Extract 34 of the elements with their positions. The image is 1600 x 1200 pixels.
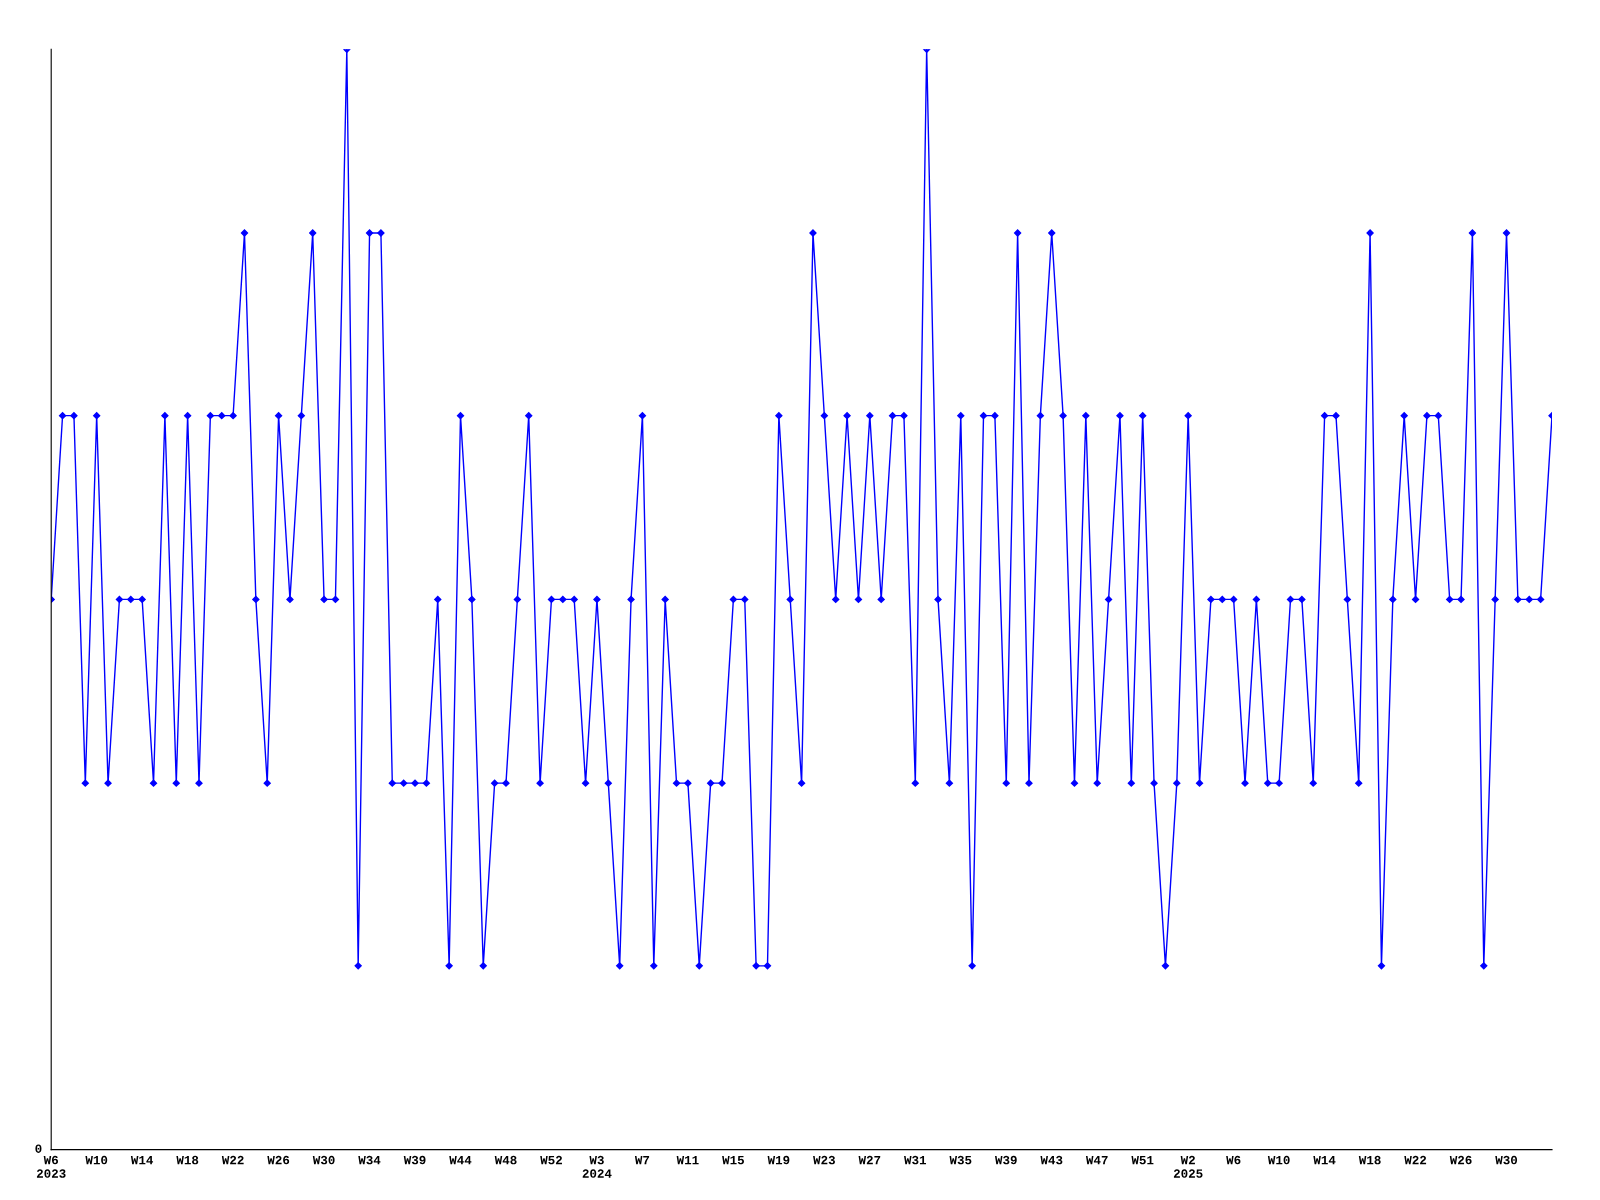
x-tick-label: W3 2024 [582, 1155, 612, 1178]
x-tick-label: W10 [1267, 1155, 1290, 1165]
x-tick-label: W27 [858, 1155, 881, 1165]
text: 0 [35, 1144, 42, 1153]
x-tick-label: W11 [676, 1155, 699, 1165]
x-tick-label: W19 [767, 1155, 790, 1165]
x-tick-label: W14 [130, 1155, 154, 1165]
x-tick-label: W35 [949, 1155, 972, 1165]
x-tick-label: W22 [221, 1155, 244, 1165]
x-tick-label: W30 [312, 1155, 335, 1165]
x-tick-label: W26 [1449, 1155, 1472, 1165]
x-tick-label: W18 [1358, 1155, 1381, 1165]
x-tick-label: W6 [1226, 1155, 1241, 1165]
x-tick-label: W52 [540, 1155, 562, 1165]
x-tick-label: W10 [85, 1155, 108, 1165]
x-tick-label: W26 [267, 1155, 290, 1165]
x-tick-label: W51 [1131, 1155, 1154, 1165]
x-tick-label: W44 [449, 1155, 472, 1165]
x-tick-label: W43 [1040, 1155, 1063, 1165]
x-tick-label: W47 [1085, 1155, 1108, 1165]
x-tick-label: W48 [494, 1155, 517, 1165]
x-tick-label: W15 [722, 1155, 744, 1165]
x-tick-label: W39 [403, 1155, 426, 1165]
x-tick-label: W30 [1495, 1155, 1518, 1165]
x-tick-label: W22 [1404, 1155, 1427, 1165]
x-tick-label: W14 [1313, 1155, 1336, 1165]
x-tick-label: W6 2023 [36, 1155, 66, 1178]
x-tick-label: W39 [995, 1155, 1017, 1165]
x-tick-label: W7 [634, 1155, 650, 1165]
x-tick-label: W23 [813, 1155, 835, 1165]
x-tick-label: W34 [358, 1155, 381, 1165]
x-tick-label: W31 [904, 1155, 927, 1165]
x-tick-label: W18 [176, 1155, 199, 1165]
x-tick-label: W2 2025 [1173, 1155, 1203, 1178]
